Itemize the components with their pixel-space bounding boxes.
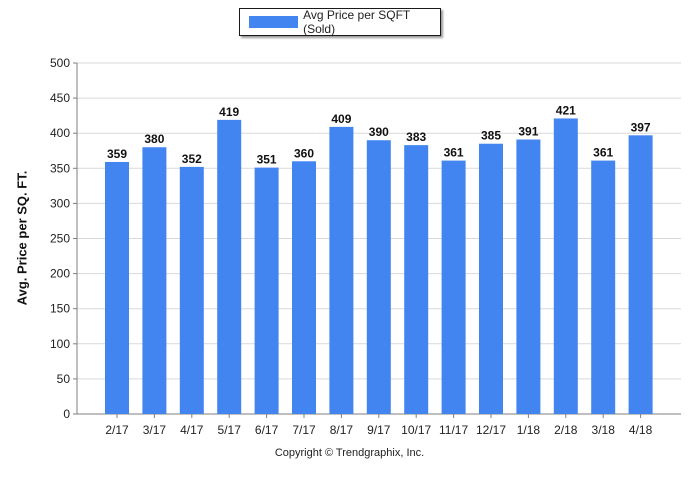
x-tick-label: 7/17 — [292, 423, 316, 437]
bar — [441, 160, 466, 414]
bar-data-label: 391 — [518, 125, 538, 139]
bar — [404, 145, 429, 414]
bar-data-label: 383 — [406, 130, 426, 144]
y-tick-label: 150 — [50, 302, 70, 316]
bar — [179, 166, 204, 414]
x-tick-label: 12/17 — [476, 423, 506, 437]
bar — [553, 118, 578, 414]
bar — [217, 119, 242, 414]
legend-label: Avg Price per SQFT (Sold) — [303, 8, 411, 36]
bar-data-label: 361 — [593, 146, 613, 160]
bar-data-label: 419 — [219, 105, 239, 119]
y-tick-label: 400 — [50, 126, 70, 140]
bar — [105, 161, 129, 414]
y-tick-label: 350 — [50, 161, 70, 175]
bar-data-label: 385 — [481, 129, 501, 143]
y-tick-label: 100 — [50, 337, 70, 351]
x-tick-label: 8/17 — [330, 423, 354, 437]
y-tick-label: 500 — [50, 56, 70, 70]
bar-data-label: 390 — [369, 125, 389, 139]
bar — [254, 167, 279, 414]
chart-legend: Avg Price per SQFT (Sold) — [239, 8, 441, 36]
y-tick-label: 50 — [57, 372, 71, 386]
x-tick-label: 4/17 — [180, 423, 204, 437]
x-tick-label: 9/17 — [367, 423, 391, 437]
y-tick-label: 450 — [50, 91, 70, 105]
bar — [329, 126, 354, 414]
legend-swatch — [249, 16, 299, 28]
bar-data-label: 397 — [631, 120, 651, 134]
bar-data-label: 361 — [444, 146, 464, 160]
x-tick-label: 6/17 — [255, 423, 279, 437]
bar — [292, 161, 316, 414]
x-tick-label: 2/17 — [105, 423, 129, 437]
x-tick-label: 5/17 — [218, 423, 242, 437]
y-axis-title: Avg. Price per SQ. FT. — [14, 170, 30, 306]
bar-data-label: 409 — [331, 112, 351, 126]
bar — [591, 160, 616, 414]
x-tick-label: 2/18 — [554, 423, 578, 437]
y-tick-label: 300 — [50, 196, 70, 210]
bar-data-label: 380 — [144, 132, 164, 146]
x-tick-label: 3/17 — [143, 423, 167, 437]
y-tick-label: 0 — [63, 407, 70, 421]
bar-data-label: 359 — [107, 147, 127, 161]
x-tick-label: 3/18 — [592, 423, 616, 437]
x-tick-label: 4/18 — [629, 423, 653, 437]
bar — [142, 147, 167, 415]
bar-data-label: 421 — [556, 103, 576, 117]
bar — [479, 143, 503, 415]
copyright-footer: Copyright © Trendgraphix, Inc. — [274, 447, 425, 459]
x-tick-label: 11/17 — [439, 423, 468, 437]
y-tick-label: 200 — [50, 267, 70, 281]
y-tick-label: 250 — [50, 232, 70, 246]
x-tick-label: 1/18 — [517, 423, 541, 437]
bar — [628, 135, 653, 414]
bar-data-label: 360 — [294, 146, 314, 160]
bar-data-label: 351 — [257, 153, 277, 167]
x-tick-label: 10/17 — [401, 423, 431, 437]
bar-data-label: 352 — [182, 152, 202, 166]
bar — [516, 139, 541, 414]
bar — [366, 140, 391, 414]
